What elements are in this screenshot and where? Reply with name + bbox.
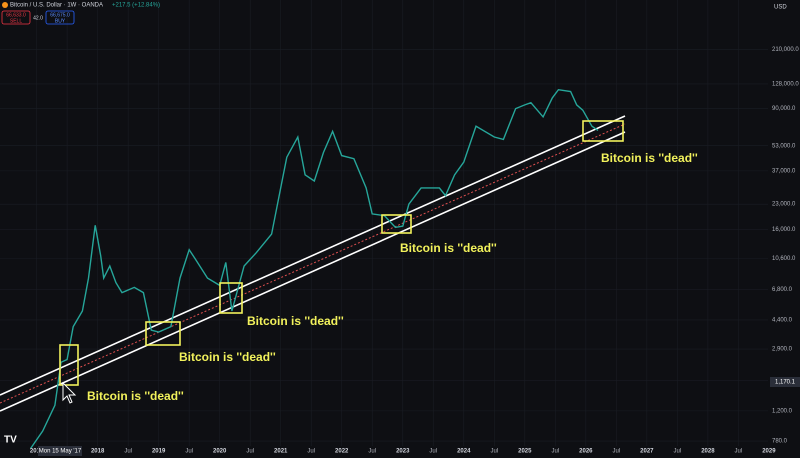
symbol: Bitcoin / U.S. Dollar · 1W · OANDA xyxy=(10,3,103,9)
annotation: Bitcoin is ''dead'' xyxy=(179,350,276,364)
grid xyxy=(0,0,770,446)
y-tick-label: 128,000.0 xyxy=(772,82,799,88)
y-tick-label: 2,900.0 xyxy=(772,347,793,353)
x-tick-label: Jul xyxy=(490,449,498,455)
x-tick-label: Jul xyxy=(246,449,254,455)
x-tick-label: 2024 xyxy=(457,449,471,455)
y-tick-label: 16,000.0 xyxy=(772,227,796,233)
box xyxy=(145,321,181,346)
y-tick-label: 780.0 xyxy=(772,439,788,445)
x-tick-label: Jul xyxy=(613,449,621,455)
x-tick-label: Jul xyxy=(307,449,315,455)
sell-price[interactable]: 66,633.0 xyxy=(6,12,26,18)
channel-lower xyxy=(0,131,626,412)
annotation: Bitcoin is ''dead'' xyxy=(601,151,698,165)
sell-label[interactable]: SELL xyxy=(10,18,22,24)
spread: 42.0 xyxy=(33,15,43,21)
box xyxy=(381,214,412,234)
crosshair-date-bg xyxy=(38,446,82,456)
price-line xyxy=(29,88,599,449)
x-tick-label: 2022 xyxy=(335,449,349,455)
x-tick-label: Jul xyxy=(185,449,193,455)
x-tick-label: 2021 xyxy=(274,449,288,455)
x-tick-label: 2019 xyxy=(152,449,166,455)
crosshair-price: 1,170.1 xyxy=(775,380,796,386)
y-tick-label: 23,000.0 xyxy=(772,202,796,208)
change[interactable]: +217.5 (+12.84%) xyxy=(112,3,160,9)
highlight-boxes xyxy=(59,120,624,386)
plot xyxy=(29,88,599,449)
y-tick-label: 53,000.0 xyxy=(772,143,796,149)
channel-upper xyxy=(0,115,626,396)
buy-price[interactable]: 66,675.0 xyxy=(50,12,70,18)
x-tick-label: Jul xyxy=(429,449,437,455)
logo: TV xyxy=(4,435,17,446)
x-tick-label: Jul xyxy=(551,449,559,455)
x-tick-label: Jul xyxy=(124,449,132,455)
y-tick-label: 6,800.0 xyxy=(772,287,793,293)
axes: 780.01,200.01,850.02,900.04,400.06,800.0… xyxy=(30,47,799,455)
annotation: Bitcoin is ''dead'' xyxy=(400,241,497,255)
y-tick-label: 1,200.0 xyxy=(772,408,793,414)
x-tick-label: 2027 xyxy=(640,449,654,455)
y-tick-label: 210,000.0 xyxy=(772,47,799,53)
x-tick-label: 2018 xyxy=(91,449,105,455)
crosshair-price-bg xyxy=(770,377,800,387)
buy-button[interactable] xyxy=(45,10,75,25)
x-tick-label: Jul xyxy=(368,449,376,455)
y-tick-label: 90,000.0 xyxy=(772,106,796,112)
y-tick-label: 4,400.0 xyxy=(772,317,793,323)
crosshair-date: Mon 15 May '17 xyxy=(39,449,82,455)
buy-label[interactable]: BUY xyxy=(55,18,66,24)
x-tick-label: 2029 xyxy=(762,449,776,455)
sell-button[interactable] xyxy=(1,10,31,25)
currency[interactable]: USD xyxy=(774,5,787,11)
symbol-icon xyxy=(2,2,8,8)
box xyxy=(582,120,624,142)
annotation: Bitcoin is ''dead'' xyxy=(247,314,344,328)
x-tick-label: Jul xyxy=(674,449,682,455)
x-tick-label: 2025 xyxy=(518,449,532,455)
y-tick-label: 37,000.0 xyxy=(772,168,796,174)
box xyxy=(219,282,243,314)
x-tick-label: 2028 xyxy=(701,449,715,455)
cursor xyxy=(62,381,77,404)
x-tick-label: 2020 xyxy=(213,449,227,455)
box xyxy=(59,344,79,386)
x-tick-label: 2017 xyxy=(30,449,44,455)
x-tick-label: 2026 xyxy=(579,449,593,455)
x-tick-label: Jul xyxy=(735,449,743,455)
x-tick-label: 2023 xyxy=(396,449,410,455)
annotation: Bitcoin is ''dead'' xyxy=(87,389,184,403)
y-tick-label: 10,600.0 xyxy=(772,256,796,262)
